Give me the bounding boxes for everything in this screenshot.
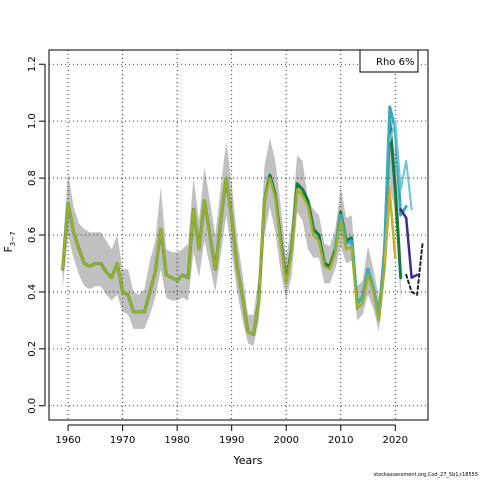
svg-text:F3−7: F3−7 bbox=[2, 231, 17, 252]
plot-frame bbox=[48, 49, 429, 421]
y-tick-label: 0.4 bbox=[27, 284, 38, 300]
footer-source: stockassessment.org,Cod_27_5b1,r18555 bbox=[374, 472, 478, 478]
y-tick-label: 0.6 bbox=[27, 227, 38, 243]
x-axis-title: Years bbox=[232, 454, 262, 467]
series-line-4 bbox=[399, 208, 419, 279]
y-axis: 0.0 0.2 0.4 0.6 0.8 1.0 1.2 bbox=[27, 56, 46, 414]
confidence-band-layer bbox=[62, 121, 401, 346]
y-tick-label: 0.2 bbox=[27, 341, 38, 357]
confidence-band bbox=[62, 121, 401, 346]
series-layer bbox=[61, 105, 424, 337]
plot-area bbox=[49, 50, 428, 420]
series-line-6 bbox=[383, 185, 397, 265]
y-axis-title: F3−7 bbox=[2, 231, 17, 252]
x-tick-label: 2000 bbox=[273, 435, 298, 446]
legend: Rho 6% bbox=[359, 49, 419, 73]
x-tick-label: 1980 bbox=[164, 435, 189, 446]
legend-text: Rho 6% bbox=[376, 57, 414, 68]
y-tick-label: 1.2 bbox=[27, 56, 38, 72]
y-tick-label: 1.0 bbox=[27, 113, 38, 129]
series-line-3 bbox=[388, 120, 413, 211]
legend-box bbox=[359, 49, 419, 73]
x-tick-label: 1960 bbox=[55, 435, 80, 446]
x-axis: 1960 1970 1980 1990 2000 2010 2020 bbox=[55, 424, 408, 446]
y-axis-title-sub: 3−7 bbox=[9, 231, 17, 246]
y-tick-label: 0.0 bbox=[27, 398, 38, 414]
x-tick-label: 2020 bbox=[383, 435, 408, 446]
y-tick-label: 0.8 bbox=[27, 170, 38, 186]
y-axis-title-main: F bbox=[2, 246, 15, 252]
grid-layer bbox=[49, 50, 428, 420]
series-line-5 bbox=[61, 176, 397, 336]
x-tick-label: 2010 bbox=[328, 435, 353, 446]
series-line-7 bbox=[405, 242, 424, 296]
x-tick-label: 1970 bbox=[110, 435, 135, 446]
x-tick-label: 1990 bbox=[219, 435, 244, 446]
